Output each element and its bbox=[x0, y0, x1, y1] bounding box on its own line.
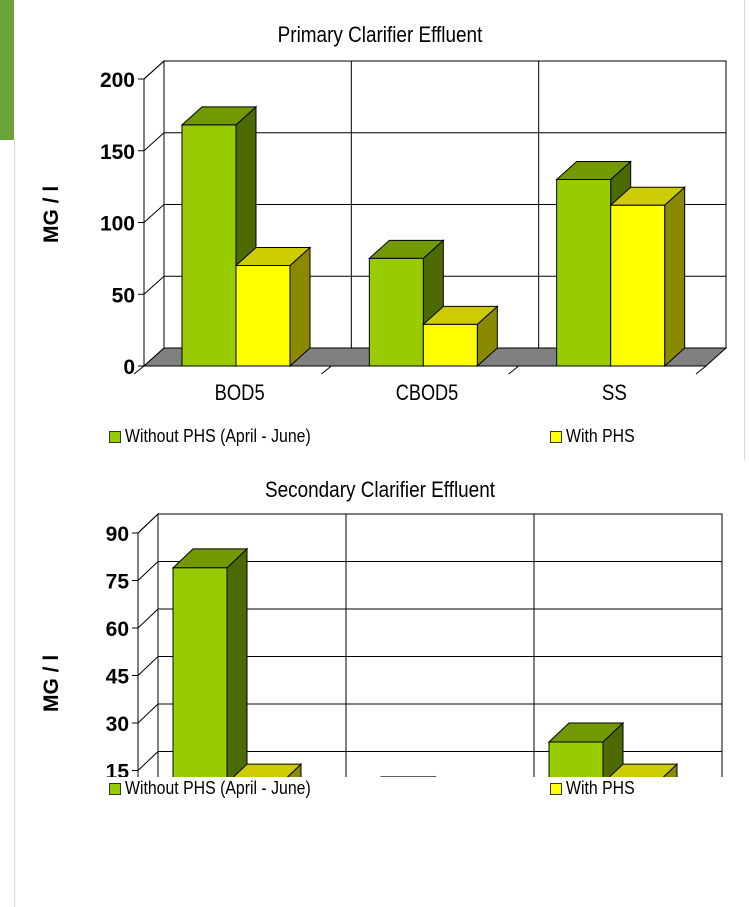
chart-primary-clarifier: Primary Clarifier Effluent MG / l 0 50 100… bbox=[16, 0, 744, 455]
right-divider bbox=[744, 0, 745, 460]
y-tick-label: 50 bbox=[112, 284, 135, 307]
gridline bbox=[137, 513, 159, 534]
side-wall bbox=[137, 512, 159, 777]
bar-front bbox=[368, 257, 424, 367]
bar bbox=[171, 547, 249, 777]
legend-item-without-phs: Without PHS (April - June) bbox=[109, 778, 336, 799]
y-tick-label: 45 bbox=[106, 666, 130, 689]
plot-area: 0 50 100 150 200 BOD5 CBOD5 SS bbox=[100, 59, 728, 405]
legend-item-with-phs: With PHS bbox=[550, 426, 644, 447]
gridline bbox=[137, 561, 159, 581]
bar bbox=[608, 763, 679, 777]
legend-swatch-icon bbox=[109, 430, 121, 443]
bar bbox=[234, 246, 312, 368]
plot-area: 0153045607590BOD5CBOD5SS bbox=[106, 512, 723, 778]
side-divider bbox=[14, 140, 15, 907]
legend-swatch-icon bbox=[109, 782, 121, 795]
y-tick-label: 15 bbox=[106, 761, 130, 778]
y-tick-label: 30 bbox=[106, 713, 129, 736]
legend-label: With PHS bbox=[566, 426, 635, 446]
bar-side bbox=[226, 547, 248, 777]
legend-item-with-phs: With PHS bbox=[550, 778, 644, 799]
y-tick-label: 150 bbox=[100, 141, 135, 164]
side-accent-bar bbox=[0, 0, 14, 140]
chart-title: Primary Clarifier Effluent bbox=[277, 22, 483, 47]
gridline bbox=[137, 751, 159, 771]
x-tick bbox=[321, 365, 332, 375]
chart-secondary-clarifier: Secondary Clarifier Effluent MG / l 0153… bbox=[16, 457, 744, 907]
bar-front bbox=[172, 567, 228, 777]
x-tick-label: CBOD5 bbox=[396, 380, 459, 405]
back-wall bbox=[157, 513, 723, 777]
bar bbox=[422, 305, 499, 368]
legend: Without PHS (April - June) With PHS bbox=[16, 778, 744, 800]
legend-swatch-icon bbox=[550, 430, 562, 443]
bar-front bbox=[422, 323, 478, 367]
chart-title: Secondary Clarifier Effluent bbox=[265, 477, 495, 502]
legend: Without PHS (April - June) With PHS bbox=[16, 426, 744, 448]
bar bbox=[547, 721, 625, 777]
y-tick-label: 75 bbox=[106, 571, 130, 594]
bar bbox=[232, 763, 303, 777]
gridline bbox=[143, 132, 165, 152]
gridline bbox=[137, 656, 159, 676]
x-tick-label: SS bbox=[602, 380, 627, 405]
bar-top bbox=[232, 763, 303, 777]
bar-front bbox=[610, 204, 666, 367]
bar-top bbox=[608, 763, 679, 777]
gridline bbox=[137, 608, 159, 629]
y-tick-label: 200 bbox=[100, 69, 135, 92]
gridline bbox=[143, 60, 165, 80]
bar-side bbox=[664, 186, 686, 368]
y-tick-label: 90 bbox=[106, 523, 129, 546]
gridline bbox=[143, 275, 165, 295]
bar-front bbox=[181, 124, 237, 367]
bar bbox=[609, 186, 686, 368]
legend-swatch-icon bbox=[550, 782, 562, 795]
gridline bbox=[137, 703, 159, 724]
legend-label: Without PHS (April - June) bbox=[125, 778, 311, 798]
y-tick-label: 100 bbox=[100, 213, 135, 236]
y-tick-label: 60 bbox=[106, 618, 129, 641]
y-tick-label: 0 bbox=[123, 356, 135, 379]
x-tick bbox=[695, 365, 707, 375]
legend-label: With PHS bbox=[566, 778, 635, 798]
bar-front bbox=[556, 178, 612, 367]
bar-side bbox=[289, 246, 311, 368]
x-tick-label: BOD5 bbox=[215, 380, 265, 405]
gridline bbox=[143, 204, 165, 223]
bar-front bbox=[235, 265, 291, 367]
x-tick bbox=[133, 365, 145, 375]
legend-item-without-phs: Without PHS (April - June) bbox=[109, 426, 336, 447]
x-tick bbox=[508, 365, 519, 375]
bar-front bbox=[548, 741, 604, 777]
legend-label: Without PHS (April - June) bbox=[125, 426, 311, 446]
